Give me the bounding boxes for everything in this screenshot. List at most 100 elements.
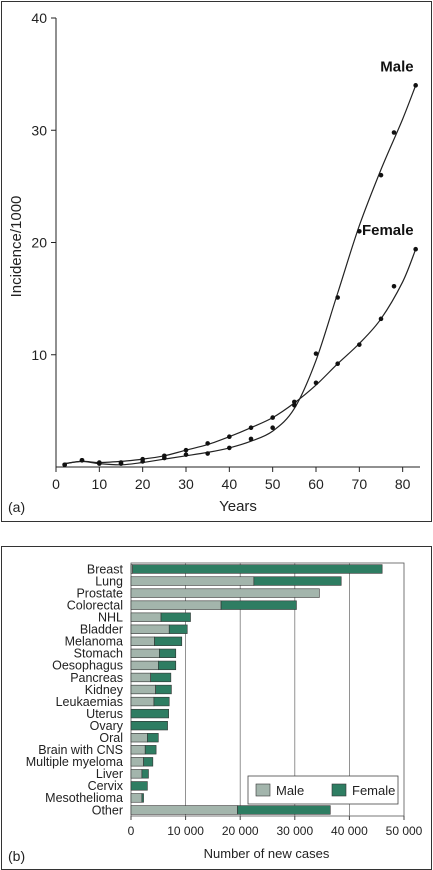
other-female-bar [237, 805, 331, 815]
pancreas-male-bar [130, 672, 151, 683]
female-data-point [313, 380, 319, 386]
colorectal-female-bar [220, 600, 297, 610]
female-legend-label: Female [352, 783, 395, 798]
breast-female-bar [132, 564, 383, 574]
male-data-point [205, 451, 210, 456]
category-label: Oral [99, 731, 123, 745]
female-data-point [413, 246, 418, 252]
category-label: Brain with CNS [38, 743, 123, 757]
category-label: Breast [87, 562, 124, 576]
oesophagus-female-bar [158, 660, 177, 671]
category-label: Cervix [88, 779, 124, 793]
male-data-point [335, 295, 340, 300]
x-axis-title: Years [219, 498, 257, 515]
male-data-point [227, 445, 232, 451]
y-tick-label: 20 [31, 235, 47, 251]
x-tick-label: 50 000 [386, 824, 423, 838]
prostate-male-bar [130, 588, 320, 598]
female-data-point [62, 462, 67, 468]
category-label: Prostate [76, 586, 123, 600]
category-label: NHL [98, 611, 123, 625]
liver-male-bar [130, 769, 143, 779]
x-tick-label: 10 000 [167, 824, 204, 838]
panel-label: (b) [8, 848, 25, 864]
category-label: Ovary [90, 719, 124, 733]
x-tick-label: 0 [52, 476, 60, 492]
multiple-myeloma-male-bar [130, 757, 144, 767]
melanoma-female-bar [154, 636, 183, 646]
legend: Male Female [247, 775, 399, 805]
x-tick-label: 30 000 [276, 824, 313, 838]
male-data-point [292, 402, 297, 408]
female-data-point [357, 342, 362, 347]
chart-panel-a: 0 10 20 30 40 50 60 70 80 10 20 30 40 Years Incidence/… [1, 1, 432, 522]
female-legend-swatch [331, 783, 347, 797]
series-curves [64, 85, 417, 466]
incidence-line-chart: 0 10 20 30 40 50 60 70 80 10 20 30 40 Years Incidence/… [8, 10, 420, 515]
liver-female-bar [141, 769, 149, 779]
male-data-point [270, 425, 275, 431]
male-data-point [378, 172, 384, 178]
female-data-point [118, 460, 124, 465]
male-legend-swatch [255, 783, 271, 797]
category-label: Uterus [86, 707, 123, 721]
mesothelioma-female-bar [141, 793, 144, 803]
category-label: Bladder [80, 623, 123, 637]
female-data-point [378, 316, 384, 322]
x-tick-label: 70 [352, 476, 368, 492]
melanoma-male-bar [130, 636, 155, 646]
category-label: Multiple myeloma [26, 755, 123, 769]
category-label: Kidney [85, 683, 124, 697]
y-tick-label: 40 [31, 10, 47, 26]
female-data-point [140, 456, 145, 462]
female-data-point [227, 434, 232, 439]
brain-with-cns-female-bar [144, 745, 157, 755]
category-label: Stomach [74, 647, 123, 661]
x-tick-label: 20 [135, 476, 151, 492]
male-data-point [357, 228, 362, 234]
category-label: Melanoma [65, 635, 123, 649]
category-label: Leukaemias [56, 695, 123, 709]
axes [130, 816, 405, 820]
y-axis-title: Incidence/1000 [8, 196, 25, 298]
pancreas-female-bar [150, 672, 172, 683]
x-tick-label: 80 [395, 476, 411, 492]
cervix-female-bar [130, 781, 148, 791]
category-label: Liver [96, 767, 123, 781]
axes [51, 17, 420, 472]
kidney-male-bar [130, 684, 156, 695]
nhl-male-bar [130, 612, 162, 622]
x-axis-title: Number of new cases [204, 846, 330, 861]
male-data-point [313, 351, 319, 356]
y-tick-label: 10 [31, 347, 47, 363]
category-label: Other [92, 803, 123, 817]
mesothelioma-male-bar [130, 793, 143, 803]
female-data-point [270, 415, 275, 420]
category-label: Colorectal [67, 598, 123, 612]
male-legend-label: Male [276, 783, 304, 798]
female-data-point [248, 425, 254, 431]
female-data-point [205, 441, 210, 446]
x-tick-label: 50 [265, 476, 281, 492]
category-label: Pancreas [70, 671, 123, 685]
y-tick-label: 30 [31, 122, 47, 138]
female-series-line [64, 248, 417, 465]
bars [130, 564, 383, 815]
x-tick-label: 10 [92, 476, 108, 492]
x-tick-label: 30 [178, 476, 194, 492]
x-tick-label: 20 000 [222, 824, 259, 838]
axis-labels: 0 10 000 20 000 30 000 40 000 50 000 BreastLun… [8, 562, 423, 864]
leukaemias-female-bar [153, 696, 170, 707]
panel-label: (a) [8, 499, 25, 515]
other-male-bar [130, 805, 238, 815]
category-label: Mesothelioma [45, 791, 123, 805]
lung-male-bar [130, 576, 255, 586]
female-data-point [292, 399, 297, 405]
colorectal-male-bar [130, 600, 222, 610]
kidney-female-bar [155, 684, 172, 695]
female-data-point [79, 457, 85, 463]
new-cases-bar-chart: 0 10 000 20 000 30 000 40 000 50 000 BreastLun… [8, 562, 423, 864]
ovary-female-bar [130, 721, 168, 731]
nhl-female-bar [160, 612, 191, 622]
stomach-female-bar [159, 648, 177, 658]
